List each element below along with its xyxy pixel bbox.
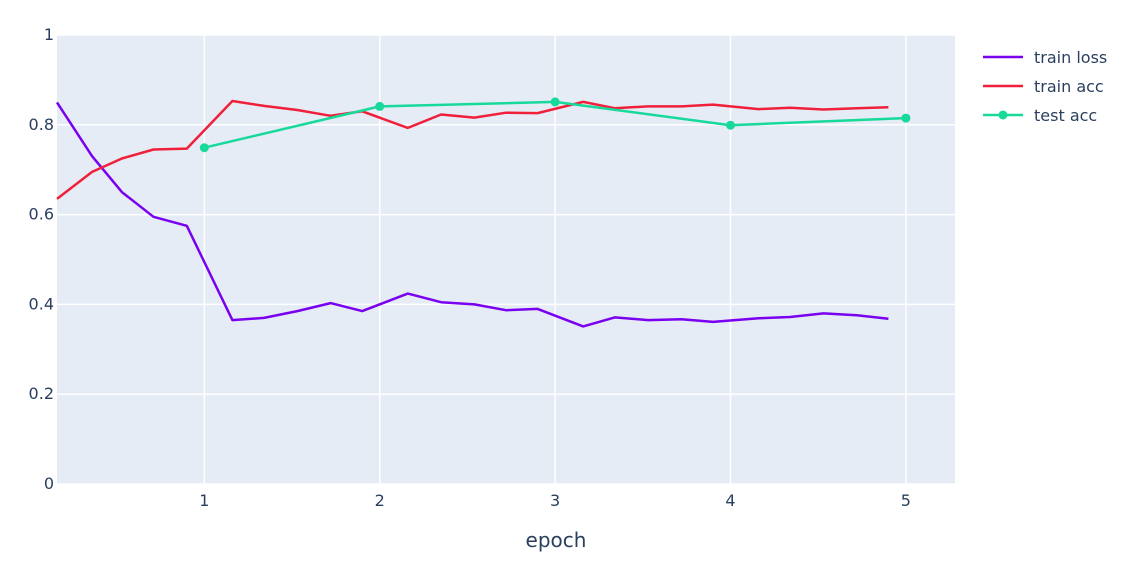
x-tick-label: 5 [901,491,911,510]
series-line-train-loss [55,101,889,328]
legend[interactable]: train loss train acc test acc [983,48,1107,125]
y-tick-label: 0 [44,474,54,493]
legend-item-train-acc[interactable]: train acc [983,77,1104,96]
legend-label: train acc [1034,77,1104,96]
x-tick-label: 2 [375,491,385,510]
data-point-test-acc [726,120,735,130]
y-tick-label: 0.4 [29,294,54,313]
legend-item-test-acc[interactable]: test acc [983,106,1097,125]
x-tick-label: 1 [199,491,209,510]
y-tick-label: 0.2 [29,384,54,403]
y-tick-label: 0.8 [29,115,54,134]
plot-background [57,35,955,484]
x-tick-label: 3 [550,491,560,510]
series-group [55,97,911,328]
legend-label: train loss [1034,48,1107,67]
x-axis-title: epoch [526,528,587,552]
legend-label: test acc [1034,106,1097,125]
data-point-test-acc [901,113,911,123]
legend-item-train-loss[interactable]: train loss [983,48,1107,67]
x-tick-label: 4 [725,491,735,510]
series-line-train-acc [56,99,889,200]
legend-marker [998,110,1008,120]
y-axis-ticks: 0 0.2 0.4 0.6 0.8 1 [29,25,54,493]
data-point-test-acc [375,101,385,111]
x-axis-ticks: 1 2 3 4 5 [199,491,911,510]
data-point-test-acc [550,97,560,107]
y-tick-label: 1 [44,25,54,44]
data-point-test-acc [199,143,209,153]
y-tick-label: 0.6 [29,205,54,224]
